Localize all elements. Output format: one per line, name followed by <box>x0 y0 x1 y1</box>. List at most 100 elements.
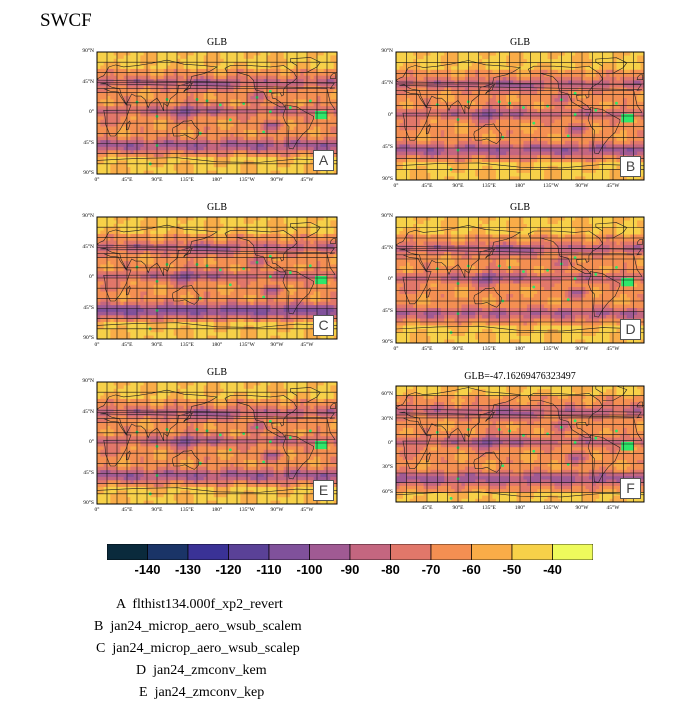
lon-tick-label: 45°W <box>598 183 628 189</box>
lat-tick-label: 0° <box>363 440 393 446</box>
colorbar-label: -90 <box>330 562 370 577</box>
lon-tick-label: 90°E <box>443 183 473 189</box>
lon-tick-label: 45°W <box>292 177 322 183</box>
colorbar-swatch <box>148 544 189 560</box>
lon-tick-label: 180° <box>202 177 232 183</box>
lon-tick-label: 180° <box>505 505 535 511</box>
lat-tick-label: 45°S <box>64 305 94 311</box>
map-field <box>396 52 644 180</box>
lon-tick-label: 45°E <box>112 342 142 348</box>
lat-tick-label: 60°N <box>363 391 393 397</box>
lat-tick-label: 90°S <box>64 335 94 341</box>
panel-tag: A <box>313 150 334 171</box>
colorbar-swatch <box>269 544 310 560</box>
colorbar-swatch <box>350 544 391 560</box>
lat-tick-label: 90°N <box>363 48 393 54</box>
lon-tick-label: 135°E <box>474 183 504 189</box>
legend-entry-c: C jan24_microp_aero_wsub_scalep <box>96 641 300 657</box>
panel-title: GLB <box>396 37 644 48</box>
colorbar-label: -50 <box>492 562 532 577</box>
colorbar-swatch <box>431 544 472 560</box>
lon-tick-label: 45°E <box>412 505 442 511</box>
lon-tick-label: 135°W <box>536 346 566 352</box>
lon-tick-label: 45°E <box>412 183 442 189</box>
lon-tick-label: 45°W <box>292 342 322 348</box>
lat-tick-label: 90°S <box>64 170 94 176</box>
lat-tick-label: 60°S <box>363 489 393 495</box>
lat-tick-label: 0° <box>64 439 94 445</box>
legend-tag: A <box>116 597 125 612</box>
colorbar-swatch <box>553 544 594 560</box>
lon-tick-label: 90°W <box>567 346 597 352</box>
colorbar-swatch <box>229 544 270 560</box>
panel-tag: E <box>313 480 334 501</box>
map-field <box>97 52 337 174</box>
legend-entry-e: E jan24_zmconv_kep <box>139 685 264 701</box>
lon-tick-label: 90°W <box>567 183 597 189</box>
lon-tick-label: 45°W <box>598 505 628 511</box>
panel-title: GLB <box>97 37 337 48</box>
lat-tick-label: 90°N <box>64 213 94 219</box>
lon-tick-label: 135°E <box>172 507 202 513</box>
lon-tick-label: 90°E <box>142 342 172 348</box>
lat-tick-label: 90°S <box>363 176 393 182</box>
legend-tag: D <box>136 663 146 678</box>
colorbar-label: -80 <box>371 562 411 577</box>
legend-tag: E <box>139 685 148 700</box>
lat-tick-label: 45°N <box>363 245 393 251</box>
lat-tick-label: 30°S <box>363 464 393 470</box>
lat-tick-label: 90°N <box>64 48 94 54</box>
legend-name: jan24_zmconv_kep <box>155 685 265 700</box>
colorbar-label: -60 <box>452 562 492 577</box>
lon-tick-label: 135°E <box>172 342 202 348</box>
lat-tick-label: 90°N <box>363 213 393 219</box>
colorbar-swatch <box>188 544 229 560</box>
colorbar-label: -40 <box>533 562 573 577</box>
panel-tag: F <box>620 478 641 499</box>
colorbar-swatch <box>107 544 148 560</box>
lat-tick-label: 45°N <box>363 80 393 86</box>
lat-tick-label: 90°S <box>363 339 393 345</box>
lon-tick-label: 45°W <box>292 507 322 513</box>
colorbar <box>107 544 593 560</box>
lon-tick-label: 45°E <box>112 177 142 183</box>
legend-entry-a: A flthist134.000f_xp2_revert <box>116 597 283 613</box>
legend-tag: B <box>94 619 103 634</box>
map-field <box>396 386 644 502</box>
figure-title: SWCF <box>40 10 92 32</box>
panel-title: GLB <box>97 367 337 378</box>
lon-tick-label: 45°W <box>598 346 628 352</box>
lon-tick-label: 135°W <box>232 507 262 513</box>
panel-tag: D <box>620 319 641 340</box>
legend-tag: C <box>96 641 105 656</box>
colorbar-swatch <box>472 544 513 560</box>
colorbar-swatch <box>391 544 432 560</box>
lon-tick-label: 135°W <box>232 177 262 183</box>
lat-tick-label: 0° <box>363 276 393 282</box>
legend-name: flthist134.000f_xp2_revert <box>132 597 282 612</box>
legend-name: jan24_microp_aero_wsub_scalem <box>110 619 301 634</box>
legend-name: jan24_microp_aero_wsub_scalep <box>112 641 299 656</box>
lon-tick-label: 0° <box>82 177 112 183</box>
lat-tick-label: 90°S <box>64 500 94 506</box>
panel-tag: B <box>620 156 641 177</box>
lon-tick-label: 135°E <box>474 346 504 352</box>
lon-tick-label: 180° <box>202 342 232 348</box>
panel-title: GLB <box>97 202 337 213</box>
lon-tick-label: 0° <box>381 183 411 189</box>
panel-title: GLB=-47.16269476323497 <box>396 371 644 382</box>
colorbar-label: -110 <box>249 562 289 577</box>
legend-entry-d: D jan24_zmconv_kem <box>136 663 267 679</box>
lon-tick-label: 180° <box>202 507 232 513</box>
lon-tick-label: 90°E <box>443 346 473 352</box>
colorbar-label: -140 <box>128 562 168 577</box>
colorbar-swatch <box>310 544 351 560</box>
lon-tick-label: 135°W <box>536 183 566 189</box>
lon-tick-label: 90°E <box>142 177 172 183</box>
lat-tick-label: 45°N <box>64 79 94 85</box>
